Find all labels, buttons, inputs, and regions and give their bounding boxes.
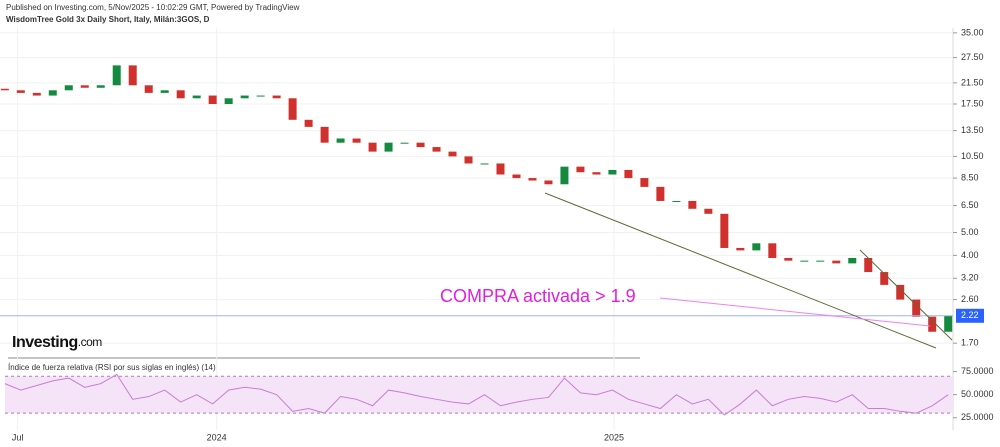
candle [192,95,201,99]
symbol-title: WisdomTree Gold 3x Daily Short, Italy, M… [6,15,210,24]
candle [384,142,393,152]
candle [368,142,377,152]
candle [128,65,137,86]
candle [112,65,121,86]
annotation: COMPRA activada > 1.9 [440,286,636,306]
y-tick-label: 8.50 [961,172,979,182]
y-tick-label: 10.50 [961,151,984,161]
candle [64,85,73,91]
published-note: Published on Investing.com, 5/Nov/2025 -… [6,3,300,12]
last-price-label: 2.22 [961,310,979,320]
candle [160,90,169,93]
candle [896,284,905,300]
candle [240,95,249,99]
candle [480,163,489,165]
y-tick-label: 4.00 [961,250,979,260]
candle [304,119,313,127]
y-tick-label: 75.0000 [961,366,994,376]
annotation-line [659,297,931,327]
candle [448,151,457,157]
candle [320,126,329,143]
candle [496,163,505,175]
candle [208,95,217,104]
candle [336,138,345,143]
x-tick-label: Jul [12,432,24,442]
candle [544,180,553,185]
y-tick-label: 5.00 [961,227,979,237]
rsi-line [4,373,949,416]
rsi-title: Índice de fuerza relativa (RSI por sus s… [8,363,216,372]
candle [144,85,153,93]
candle [592,172,601,175]
candle [928,316,937,332]
candle [224,98,233,104]
y-tick-label: 50.0000 [961,389,994,399]
y-tick-label: 17.50 [961,98,984,108]
candle [288,98,297,120]
candle [768,243,777,258]
candle [512,174,521,179]
y-tick-label: 21.50 [961,77,984,87]
candle [432,147,441,152]
candle [528,178,537,181]
candle [48,90,57,96]
y-tick-label: 6.50 [961,200,979,210]
candle [256,95,265,97]
candle [640,178,649,187]
candle [400,142,409,144]
y-tick-label: 3.20 [961,273,979,283]
candle [752,243,761,251]
y-tick-label: 2.60 [961,294,979,304]
rsi-band [5,376,953,414]
candle [864,257,873,273]
candle [672,200,681,202]
candle [656,186,665,201]
trendline [544,192,937,349]
candle [576,166,585,173]
candle [912,299,921,317]
candle [880,272,889,285]
y-tick-label: 27.50 [961,52,984,62]
y-tick-label: 1.70 [961,338,979,348]
x-tick-label: 2024 [207,432,227,442]
candle [560,166,569,185]
candle [32,92,41,96]
candle [704,208,713,214]
candle [944,315,953,332]
candle [832,260,841,264]
candle [80,85,89,88]
y-tick-label: 35.00 [961,27,984,37]
candle [608,169,617,175]
candle [16,90,25,93]
trendline [859,249,953,341]
candle [96,85,105,88]
candle [352,138,361,143]
candle [272,95,281,99]
y-tick-label: 25.0000 [961,412,994,422]
candle [176,90,185,99]
candle [800,260,809,262]
candle [0,88,9,91]
y-tick-label: 13.50 [961,125,984,135]
candle [816,260,825,262]
candle [784,257,793,261]
last-price-tag [956,308,984,323]
candle [720,213,729,248]
x-tick-label: 2025 [604,432,624,442]
candle [416,142,425,148]
candle [848,257,857,264]
logo: Investing.com [12,334,102,351]
candle [624,169,633,179]
candle [464,156,473,164]
candle [736,247,745,251]
candle [688,200,697,209]
